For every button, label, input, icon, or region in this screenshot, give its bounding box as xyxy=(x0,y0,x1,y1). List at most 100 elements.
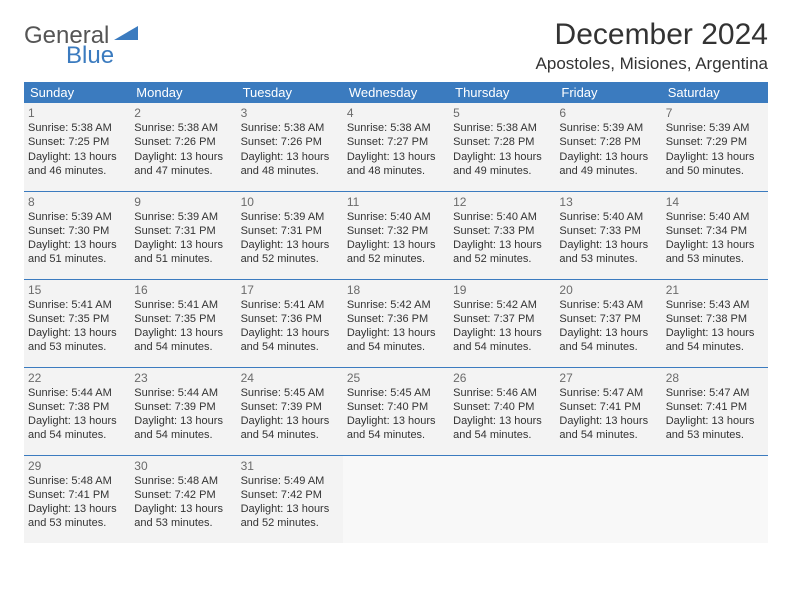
location-text: Apostoles, Misiones, Argentina xyxy=(536,54,768,74)
calendar-cell: 6Sunrise: 5:39 AMSunset: 7:28 PMDaylight… xyxy=(555,103,661,191)
sunrise-text: Sunrise: 5:41 AM xyxy=(134,298,232,312)
day-number: 15 xyxy=(28,283,126,297)
col-wednesday: Wednesday xyxy=(343,82,449,103)
daylight-text-2: and 54 minutes. xyxy=(347,428,445,442)
daylight-text-2: and 49 minutes. xyxy=(453,164,551,178)
calendar-cell: 21Sunrise: 5:43 AMSunset: 7:38 PMDayligh… xyxy=(662,279,768,367)
month-title: December 2024 xyxy=(536,18,768,52)
day-number: 25 xyxy=(347,371,445,385)
day-number: 11 xyxy=(347,195,445,209)
sunrise-text: Sunrise: 5:43 AM xyxy=(559,298,657,312)
sunset-text: Sunset: 7:31 PM xyxy=(134,224,232,238)
daylight-text-2: and 53 minutes. xyxy=(559,252,657,266)
sunset-text: Sunset: 7:36 PM xyxy=(347,312,445,326)
logo: General Blue xyxy=(24,18,140,68)
daylight-text-1: Daylight: 13 hours xyxy=(666,238,764,252)
sunset-text: Sunset: 7:28 PM xyxy=(453,135,551,149)
daylight-text-1: Daylight: 13 hours xyxy=(134,414,232,428)
calendar-cell: 15Sunrise: 5:41 AMSunset: 7:35 PMDayligh… xyxy=(24,279,130,367)
daylight-text-1: Daylight: 13 hours xyxy=(134,150,232,164)
sunrise-text: Sunrise: 5:40 AM xyxy=(559,210,657,224)
sunset-text: Sunset: 7:25 PM xyxy=(28,135,126,149)
calendar-cell: 16Sunrise: 5:41 AMSunset: 7:35 PMDayligh… xyxy=(130,279,236,367)
daylight-text-2: and 52 minutes. xyxy=(241,252,339,266)
day-number: 1 xyxy=(28,106,126,120)
calendar-cell: 29Sunrise: 5:48 AMSunset: 7:41 PMDayligh… xyxy=(24,455,130,543)
sunset-text: Sunset: 7:38 PM xyxy=(666,312,764,326)
daylight-text-2: and 54 minutes. xyxy=(241,340,339,354)
sunset-text: Sunset: 7:36 PM xyxy=(241,312,339,326)
calendar-cell: 25Sunrise: 5:45 AMSunset: 7:40 PMDayligh… xyxy=(343,367,449,455)
calendar-cell: 28Sunrise: 5:47 AMSunset: 7:41 PMDayligh… xyxy=(662,367,768,455)
daylight-text-2: and 52 minutes. xyxy=(241,516,339,530)
day-number: 12 xyxy=(453,195,551,209)
sunrise-text: Sunrise: 5:42 AM xyxy=(453,298,551,312)
sunset-text: Sunset: 7:39 PM xyxy=(134,400,232,414)
daylight-text-2: and 52 minutes. xyxy=(453,252,551,266)
daylight-text-1: Daylight: 13 hours xyxy=(347,238,445,252)
calendar-cell-empty xyxy=(449,455,555,543)
daylight-text-1: Daylight: 13 hours xyxy=(666,150,764,164)
sunrise-text: Sunrise: 5:39 AM xyxy=(28,210,126,224)
daylight-text-1: Daylight: 13 hours xyxy=(241,414,339,428)
day-number: 16 xyxy=(134,283,232,297)
daylight-text-1: Daylight: 13 hours xyxy=(28,502,126,516)
day-number: 30 xyxy=(134,459,232,473)
daylight-text-2: and 54 minutes. xyxy=(28,428,126,442)
daylight-text-2: and 54 minutes. xyxy=(666,340,764,354)
day-number: 4 xyxy=(347,106,445,120)
calendar-cell: 2Sunrise: 5:38 AMSunset: 7:26 PMDaylight… xyxy=(130,103,236,191)
day-number: 23 xyxy=(134,371,232,385)
daylight-text-1: Daylight: 13 hours xyxy=(559,238,657,252)
day-number: 8 xyxy=(28,195,126,209)
calendar-cell: 27Sunrise: 5:47 AMSunset: 7:41 PMDayligh… xyxy=(555,367,661,455)
sunrise-text: Sunrise: 5:45 AM xyxy=(347,386,445,400)
sunrise-text: Sunrise: 5:41 AM xyxy=(28,298,126,312)
daylight-text-2: and 53 minutes. xyxy=(28,516,126,530)
sunset-text: Sunset: 7:26 PM xyxy=(134,135,232,149)
sunrise-text: Sunrise: 5:39 AM xyxy=(559,121,657,135)
calendar-cell: 26Sunrise: 5:46 AMSunset: 7:40 PMDayligh… xyxy=(449,367,555,455)
col-sunday: Sunday xyxy=(24,82,130,103)
sunset-text: Sunset: 7:26 PM xyxy=(241,135,339,149)
day-number: 31 xyxy=(241,459,339,473)
daylight-text-2: and 51 minutes. xyxy=(28,252,126,266)
calendar-cell: 4Sunrise: 5:38 AMSunset: 7:27 PMDaylight… xyxy=(343,103,449,191)
daylight-text-2: and 54 minutes. xyxy=(347,340,445,354)
sunrise-text: Sunrise: 5:39 AM xyxy=(134,210,232,224)
daylight-text-1: Daylight: 13 hours xyxy=(134,326,232,340)
day-number: 20 xyxy=(559,283,657,297)
sunrise-text: Sunrise: 5:48 AM xyxy=(28,474,126,488)
daylight-text-1: Daylight: 13 hours xyxy=(453,414,551,428)
sunrise-text: Sunrise: 5:38 AM xyxy=(134,121,232,135)
day-number: 28 xyxy=(666,371,764,385)
daylight-text-1: Daylight: 13 hours xyxy=(28,150,126,164)
daylight-text-1: Daylight: 13 hours xyxy=(559,414,657,428)
day-number: 3 xyxy=(241,106,339,120)
sunset-text: Sunset: 7:37 PM xyxy=(453,312,551,326)
daylight-text-1: Daylight: 13 hours xyxy=(28,238,126,252)
daylight-text-1: Daylight: 13 hours xyxy=(28,414,126,428)
daylight-text-2: and 51 minutes. xyxy=(134,252,232,266)
daylight-text-2: and 54 minutes. xyxy=(559,340,657,354)
calendar-cell: 1Sunrise: 5:38 AMSunset: 7:25 PMDaylight… xyxy=(24,103,130,191)
daylight-text-2: and 53 minutes. xyxy=(666,428,764,442)
daylight-text-1: Daylight: 13 hours xyxy=(453,326,551,340)
sunset-text: Sunset: 7:34 PM xyxy=(666,224,764,238)
sunset-text: Sunset: 7:29 PM xyxy=(666,135,764,149)
sunset-text: Sunset: 7:40 PM xyxy=(453,400,551,414)
sunrise-text: Sunrise: 5:40 AM xyxy=(347,210,445,224)
calendar-cell: 22Sunrise: 5:44 AMSunset: 7:38 PMDayligh… xyxy=(24,367,130,455)
calendar-week: 29Sunrise: 5:48 AMSunset: 7:41 PMDayligh… xyxy=(24,455,768,543)
sunrise-text: Sunrise: 5:42 AM xyxy=(347,298,445,312)
sunrise-text: Sunrise: 5:47 AM xyxy=(666,386,764,400)
day-number: 7 xyxy=(666,106,764,120)
daylight-text-2: and 54 minutes. xyxy=(453,428,551,442)
daylight-text-1: Daylight: 13 hours xyxy=(559,150,657,164)
sunset-text: Sunset: 7:41 PM xyxy=(666,400,764,414)
sunset-text: Sunset: 7:40 PM xyxy=(347,400,445,414)
sunset-text: Sunset: 7:31 PM xyxy=(241,224,339,238)
sunrise-text: Sunrise: 5:45 AM xyxy=(241,386,339,400)
calendar-cell: 23Sunrise: 5:44 AMSunset: 7:39 PMDayligh… xyxy=(130,367,236,455)
calendar-week: 8Sunrise: 5:39 AMSunset: 7:30 PMDaylight… xyxy=(24,191,768,279)
